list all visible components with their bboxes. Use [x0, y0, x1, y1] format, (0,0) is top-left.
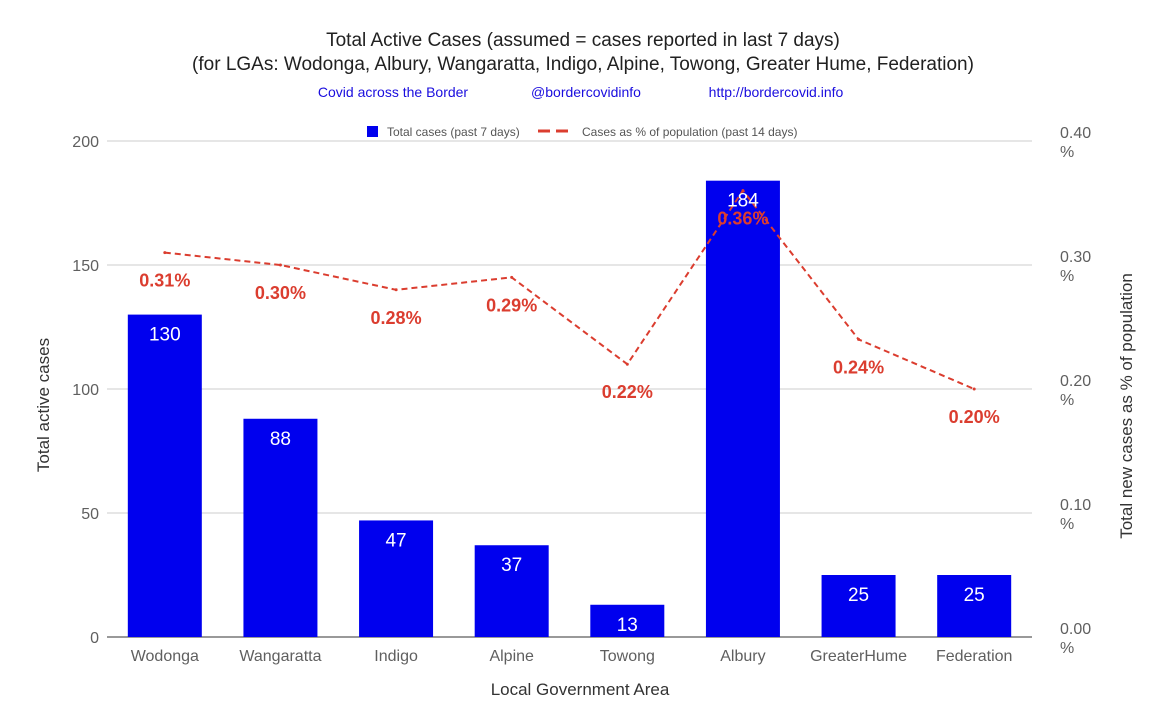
legend: Total cases (past 7 days) Cases as % of … [367, 125, 797, 139]
pct-value-label: 0.36% [717, 209, 768, 229]
x-tick-label: Albury [720, 648, 765, 665]
pct-point [394, 288, 398, 292]
bar [590, 604, 665, 637]
y2-tick-label: 0.40 [1060, 125, 1091, 142]
y-tick-label: 150 [72, 258, 99, 275]
pct-point [741, 189, 745, 193]
x-tick-label: Wodonga [131, 648, 199, 665]
bar-value-label: 25 [964, 585, 985, 606]
y2-tick-label: 0.20 [1060, 373, 1091, 390]
bar-value-label: 13 [617, 615, 638, 636]
y-tick-label: 0 [90, 630, 99, 647]
pct-value-label: 0.31% [139, 271, 190, 291]
y-axis-title: Total active cases [34, 338, 53, 472]
bar-value-label: 25 [848, 585, 869, 606]
y2-tick-unit: % [1060, 516, 1074, 533]
legend-bar-label: Total cases (past 7 days) [387, 125, 520, 139]
axes: 0 50 100 150 200 0.00% 0.10% 0.20% 0.30% 0.40% Wod… [72, 125, 1091, 665]
y2-tick-label: 0.00 [1060, 621, 1091, 638]
chart-title: Total Active Cases (assumed = cases repo… [326, 30, 840, 51]
pct-value-label: 0.28% [371, 308, 422, 328]
pct-value-label: 0.24% [833, 357, 884, 377]
bar [359, 520, 434, 637]
bar-value-label: 88 [270, 429, 291, 450]
credit-website-url: http://bordercovid.info [709, 84, 844, 100]
bar-value-label: 184 [727, 191, 759, 212]
y-tick-label: 200 [72, 134, 99, 151]
pct-point [510, 275, 514, 279]
bar [127, 314, 202, 637]
data-labels: 130 88 47 37 13 184 25 25 0.31% 0.30% 0.28% 0.29% 0.… [139, 191, 999, 636]
x-tick-label: Federation [936, 648, 1013, 665]
x-tick-label: Wangaratta [239, 648, 321, 665]
bar [821, 575, 896, 637]
bar [243, 418, 318, 637]
pct-point [857, 337, 861, 341]
credit-site-name: Covid across the Border [318, 84, 469, 100]
pct-value-label: 0.29% [486, 295, 537, 315]
y2-axis-title: Total new cases as % of population [1117, 273, 1136, 539]
y2-tick-label: 0.30 [1060, 249, 1091, 266]
bar-value-label: 37 [501, 555, 522, 576]
bar-series [127, 180, 1012, 637]
legend-line-label: Cases as % of population (past 14 days) [582, 125, 797, 139]
x-tick-label: Towong [600, 648, 655, 665]
x-tick-label: Alpine [489, 648, 534, 665]
bar-value-label: 47 [385, 530, 406, 551]
y2-tick-unit: % [1060, 144, 1074, 161]
y2-tick-label: 0.10 [1060, 497, 1091, 514]
y2-tick-unit: % [1060, 640, 1074, 657]
credit-twitter-handle: @bordercovidinfo [531, 84, 641, 100]
x-axis-title: Local Government Area [491, 680, 670, 699]
pct-line [164, 188, 975, 390]
x-tick-label: Indigo [374, 648, 418, 665]
bar-value-label: 130 [149, 325, 181, 346]
pct-point [625, 362, 629, 366]
y2-tick-unit: % [1060, 268, 1074, 285]
pct-point [278, 263, 282, 267]
y2-tick-unit: % [1060, 392, 1074, 409]
bar [937, 575, 1012, 637]
pct-value-label: 0.22% [602, 382, 653, 402]
bar [474, 545, 549, 637]
y-tick-label: 100 [72, 382, 99, 399]
line-series [163, 188, 976, 391]
chart-subtitle: (for LGAs: Wodonga, Albury, Wangaratta, … [192, 54, 974, 75]
legend-bar-swatch [367, 126, 378, 137]
pct-point [163, 251, 167, 255]
pct-value-label: 0.30% [255, 283, 306, 303]
bar [705, 180, 780, 637]
x-tick-label: GreaterHume [810, 648, 907, 665]
pct-point [972, 387, 976, 391]
pct-value-label: 0.20% [949, 407, 1000, 427]
y-tick-label: 50 [81, 506, 99, 523]
